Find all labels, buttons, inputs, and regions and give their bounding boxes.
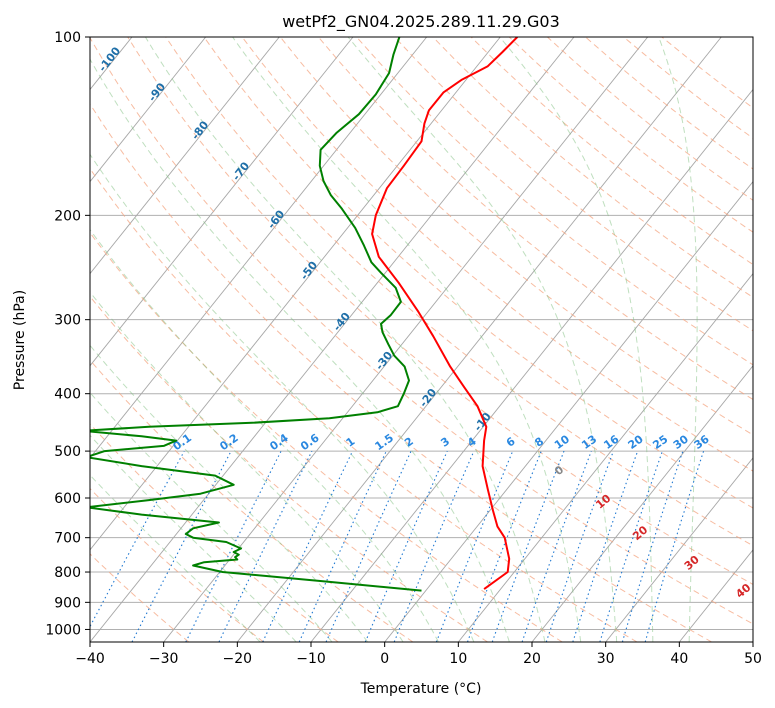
dry-adiabat [90, 103, 712, 642]
mixing-ratio-line [599, 450, 663, 642]
isotherm-line [90, 37, 280, 275]
y-tick-label: 700 [54, 531, 81, 547]
dry-adiabat [203, 37, 753, 509]
y-tick-label: 200 [54, 208, 81, 224]
dry-adiabat [90, 359, 414, 642]
x-tick-label: −30 [149, 651, 179, 667]
moist-adiabat [144, 37, 546, 642]
mixing-ratio-line [644, 450, 705, 642]
dry-adiabat [127, 37, 753, 586]
mixing-ratio-line [572, 450, 639, 642]
dry-adiabat [165, 37, 753, 547]
temperature-line [371, 37, 519, 590]
moist-adiabat [658, 37, 698, 642]
mixing-ratio-line [435, 450, 514, 642]
dry-adiabat [90, 295, 488, 642]
isotherm-line [605, 457, 753, 642]
moist-adiabat [232, 37, 582, 642]
plot-frame [89, 36, 754, 643]
isotherm-line [90, 37, 501, 551]
isotherm-line [236, 37, 722, 642]
y-tick-label: 600 [54, 491, 81, 507]
dry-adiabat [90, 553, 190, 642]
isotherm-line [90, 37, 207, 183]
isotherm-line [90, 37, 428, 459]
moist-adiabat [90, 474, 261, 642]
isotherm-line [163, 37, 649, 642]
y-tick-label: 100 [54, 30, 81, 46]
y-tick-label: 300 [54, 313, 81, 329]
mixing-ratio-line [621, 450, 684, 642]
x-tick-label: −40 [75, 651, 105, 667]
y-tick-label: 900 [54, 595, 81, 611]
dry-adiabat [394, 37, 753, 332]
mixing-ratio-line [298, 450, 387, 642]
moist-adiabat [90, 153, 475, 642]
dry-adiabat [356, 37, 753, 366]
x-tick-label: −20 [223, 651, 253, 667]
x-tick-label: 30 [597, 651, 615, 667]
isotherm-line [384, 180, 753, 642]
moist-adiabat [90, 228, 439, 642]
background-lines [90, 37, 753, 642]
x-tick-label: 20 [523, 651, 541, 667]
x-tick-label: 10 [449, 651, 467, 667]
dewpoint-line [90, 37, 422, 592]
mixing-ratio-line [262, 450, 353, 642]
y-tick-label: 1000 [45, 622, 81, 638]
dry-adiabat [90, 231, 563, 642]
dry-adiabat [90, 167, 638, 642]
dry-adiabat [90, 37, 753, 625]
moist-adiabat [347, 37, 618, 642]
mixing-ratio-line [90, 450, 185, 628]
mixing-ratio-line [218, 450, 313, 642]
isotherm-line [457, 272, 753, 642]
axis-ticks: −40 −30 −20 −10 0 10 20 30 40 50 100 200 300 400 500 60… [45, 30, 762, 667]
moist-adiabat [90, 434, 297, 642]
x-tick-label: 0 [380, 651, 389, 667]
isotherm-line [90, 37, 575, 642]
y-tick-label: 400 [54, 387, 81, 403]
y-tick-label: 800 [54, 565, 81, 581]
mixing-ratio-line [466, 450, 542, 642]
moist-adiabat [90, 58, 510, 642]
y-axis-label: Pressure (hPa) [12, 290, 28, 390]
x-tick-label: 40 [670, 651, 688, 667]
chart-title: wetPf2_GN04.2025.289.11.29.G03 [282, 12, 560, 32]
moist-adiabat [90, 291, 404, 642]
x-axis-label: Temperature (°C) [360, 681, 482, 697]
isotherm-line [90, 37, 354, 367]
moist-adiabat [499, 37, 654, 642]
profile-lines [90, 37, 519, 592]
x-tick-label: 50 [744, 651, 762, 667]
y-tick-label: 500 [54, 444, 81, 460]
x-tick-label: −10 [296, 651, 326, 667]
dry-adiabat [318, 37, 753, 401]
isotherm-line [531, 365, 753, 642]
